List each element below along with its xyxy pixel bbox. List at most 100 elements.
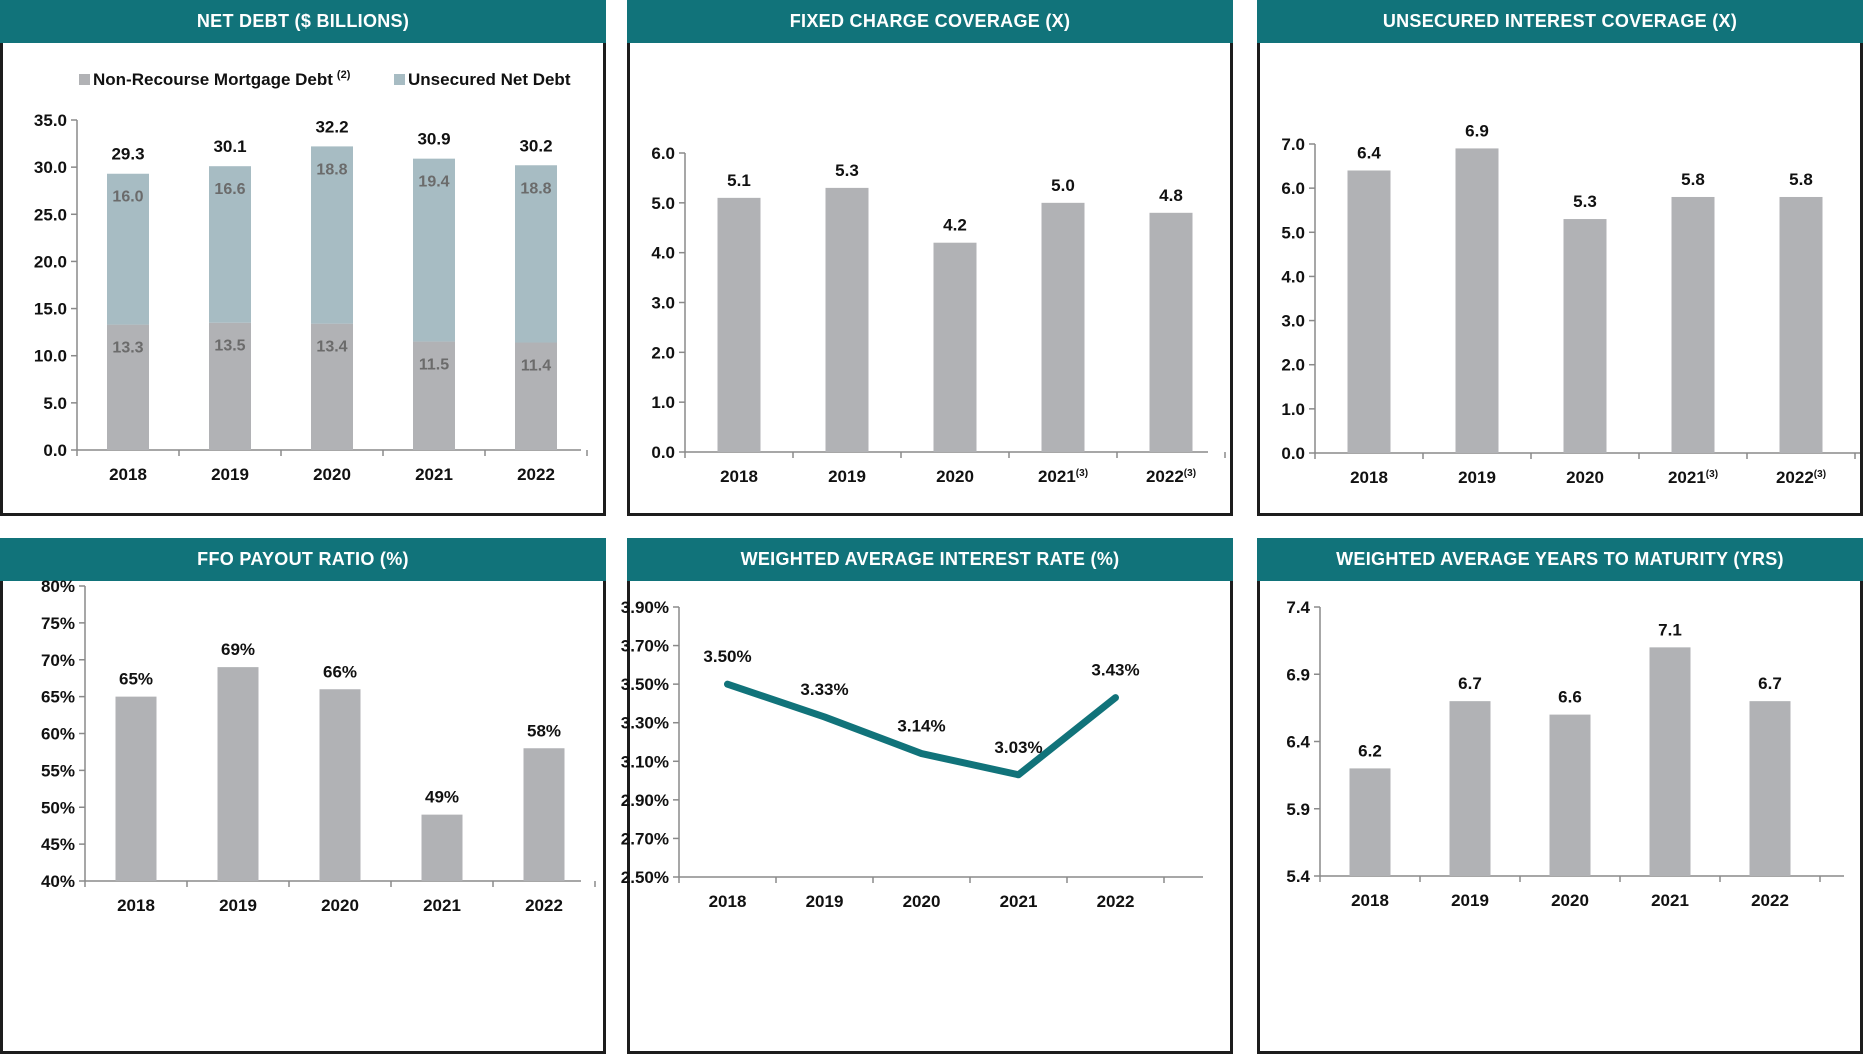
data-label: 3.43% [1091, 661, 1139, 680]
bar-segment [413, 158, 455, 342]
y-tick-label: 6.0 [1281, 179, 1305, 198]
x-tick-footnote: (3) [1706, 469, 1718, 480]
data-label: 5.8 [1681, 170, 1705, 189]
legend-swatch [79, 74, 90, 85]
data-label: 3.14% [897, 717, 945, 736]
x-tick-label: 2019 [828, 467, 866, 486]
y-tick-label: 75% [41, 614, 75, 633]
bar [1549, 714, 1591, 876]
data-label: 6.9 [1465, 121, 1489, 140]
y-tick-label: 1.0 [1281, 400, 1305, 419]
y-tick-label: 60% [41, 725, 75, 744]
data-label: 3.50% [703, 647, 751, 666]
panel-fixed-charge-coverage: FIXED CHARGE COVERAGE (X) 0.0 1.0 2.0 3.0 4.… [627, 0, 1233, 516]
net-debt-chart: 0.0 5.0 10.0 15.0 20.0 25.0 30.0 35.0 2018 2019 20… [34, 69, 588, 484]
chart-area: 40% 45% 50% 55% 60% 65% 70% 75% 80% 2018 2019 2020 2… [0, 577, 606, 1054]
data-point [918, 750, 925, 757]
total-label: 30.1 [213, 137, 246, 156]
x-tick-label: 2018 [1350, 468, 1388, 487]
legend-label: Non-Recourse Mortgage Debt (2) [93, 69, 351, 89]
data-label: 5.1 [727, 171, 751, 190]
y-tick-label: 65% [41, 688, 75, 707]
x-tick-label: 2022(3) [1776, 468, 1826, 487]
segment-label: 18.8 [520, 180, 551, 197]
x-tick-label: 2020 [1566, 468, 1604, 487]
panel-title: FIXED CHARGE COVERAGE (X) [627, 0, 1233, 43]
data-label: 6.7 [1458, 674, 1482, 693]
bar-segment [311, 146, 353, 324]
panel-title: WEIGHTED AVERAGE YEARS TO MATURITY (YRS) [1257, 538, 1863, 581]
data-label: 5.0 [1051, 176, 1075, 195]
y-tick-label: 0.0 [1281, 444, 1305, 463]
bar [1649, 647, 1691, 876]
x-tick-label: 2020 [1551, 891, 1589, 910]
bar [717, 197, 761, 452]
y-tick-label: 5.0 [43, 394, 67, 413]
y-tick-label: 80% [41, 577, 75, 596]
panel-title: WEIGHTED AVERAGE INTEREST RATE (%) [627, 538, 1233, 581]
x-tick-label: 2018 [109, 465, 147, 484]
segment-label: 11.4 [521, 358, 551, 375]
data-label: 5.3 [1573, 192, 1597, 211]
y-tick-label: 6.9 [1286, 665, 1310, 684]
total-label: 32.2 [315, 117, 348, 136]
y-tick-label: 0.0 [651, 443, 675, 462]
chart-area: 5.4 5.9 6.4 6.9 7.4 2018 2019 2020 2021 2022 6.2 6.… [1257, 581, 1863, 1054]
ffo-payout-ratio-chart: 40% 45% 50% 55% 60% 65% 70% 75% 80% 2018 2019 2020 2… [41, 577, 596, 915]
x-tick-footnote: (3) [1076, 468, 1088, 479]
y-tick-label: 5.9 [1286, 800, 1310, 819]
y-tick-label: 2.50% [621, 868, 669, 887]
y-tick-label: 3.0 [1281, 312, 1305, 331]
x-tick-label: 2019 [211, 465, 249, 484]
y-tick-label: 7.4 [1286, 598, 1310, 617]
weighted-average-interest-rate-chart: 2.50% 2.70% 2.90% 3.10% 3.30% 3.50% 3.70% 3.90%… [621, 598, 1203, 911]
chart-area: 0.0 1.0 2.0 3.0 4.0 5.0 6.0 2018 2019 2020 2021(3)… [627, 43, 1233, 516]
data-label: 5.8 [1789, 170, 1813, 189]
y-tick-label: 3.10% [621, 752, 669, 771]
legend-label: Unsecured Net Debt [408, 70, 571, 89]
bar-segment [209, 322, 251, 450]
y-tick-label: 3.90% [621, 598, 669, 617]
panel-weighted-average-years-to-maturity: WEIGHTED AVERAGE YEARS TO MATURITY (YRS)… [1257, 538, 1863, 1054]
data-point [724, 681, 731, 688]
weighted-average-years-to-maturity-chart: 5.4 5.9 6.4 6.9 7.4 2018 2019 2020 2021 2022 6.2 6.… [1286, 598, 1844, 910]
x-tick-label: 2022 [1097, 892, 1135, 911]
bar [421, 814, 463, 881]
bar [825, 187, 869, 452]
x-tick-label: 2019 [1451, 891, 1489, 910]
bar [1671, 196, 1715, 453]
data-point [1015, 771, 1022, 778]
data-label: 4.2 [943, 216, 967, 235]
segment-label: 16.0 [112, 189, 143, 206]
chart-area: 2.50% 2.70% 2.90% 3.10% 3.30% 3.50% 3.70% 3.90%… [621, 581, 1233, 1054]
y-tick-label: 5.0 [1281, 223, 1305, 242]
y-tick-label: 7.0 [1281, 135, 1305, 154]
panel-title: UNSECURED INTEREST COVERAGE (X) [1257, 0, 1863, 43]
segment-label: 19.4 [418, 174, 449, 191]
y-tick-label: 4.0 [1281, 267, 1305, 286]
y-tick-label: 3.30% [621, 714, 669, 733]
data-label: 6.7 [1758, 674, 1782, 693]
total-label: 30.2 [519, 136, 552, 155]
x-tick-label: 2020 [321, 896, 359, 915]
y-tick-label: 2.0 [1281, 356, 1305, 375]
unsecured-interest-coverage-chart: 0.0 1.0 2.0 3.0 4.0 5.0 6.0 7.0 2018 2019 2020 2021… [1281, 121, 1860, 487]
bar-segment [515, 165, 557, 343]
y-tick-label: 4.0 [651, 244, 675, 263]
data-label: 49% [425, 788, 459, 807]
y-tick-label: 45% [41, 835, 75, 854]
data-label: 6.2 [1358, 741, 1382, 760]
bar [1347, 170, 1391, 453]
x-tick-label: 2021 [1651, 891, 1689, 910]
bar [1149, 212, 1193, 452]
x-tick-label: 2018 [709, 892, 747, 911]
bar [1349, 768, 1391, 876]
data-label: 3.03% [994, 738, 1042, 757]
bar [319, 689, 361, 881]
x-tick-label: 2021(3) [1668, 468, 1718, 487]
data-label: 7.1 [1658, 620, 1682, 639]
y-tick-label: 2.0 [651, 343, 675, 362]
bar [1563, 219, 1607, 453]
x-tick-footnote: (3) [1814, 469, 1826, 480]
data-label: 58% [527, 721, 561, 740]
